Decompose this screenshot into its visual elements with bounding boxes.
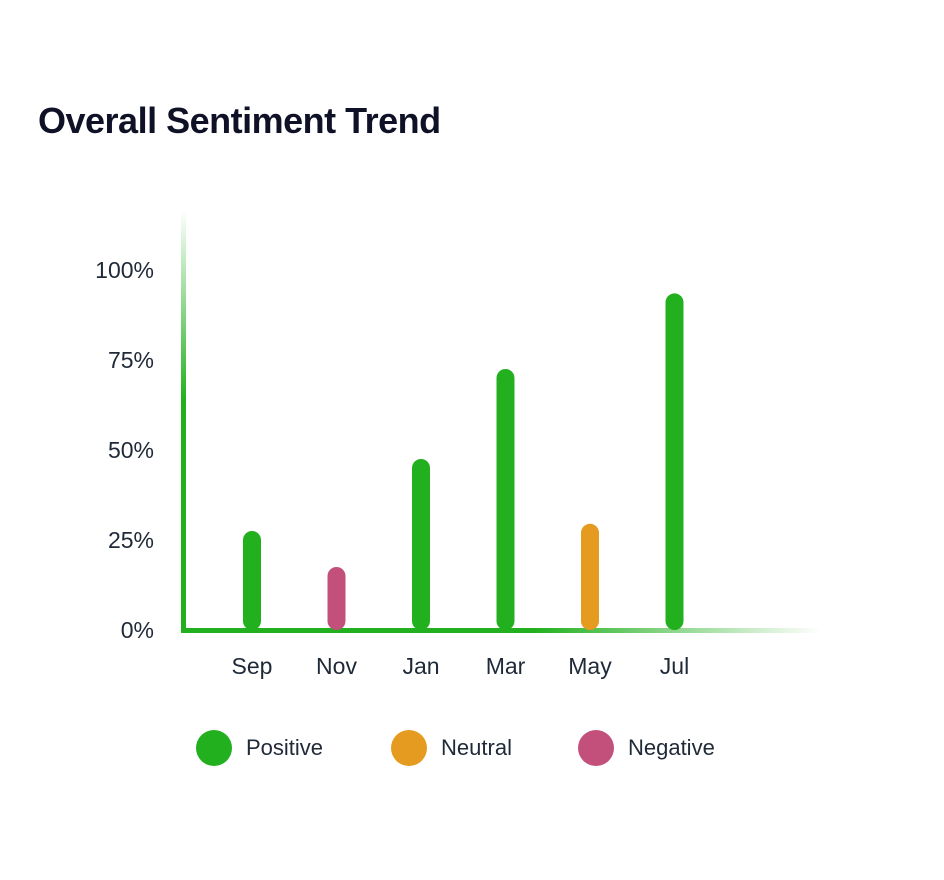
y-axis-ticks: 0% 25% 50% 75% 100% bbox=[95, 257, 154, 643]
legend-item-neutral: Neutral bbox=[391, 730, 512, 766]
y-tick-label: 25% bbox=[108, 527, 154, 553]
y-tick-label: 100% bbox=[95, 257, 154, 283]
legend-label-positive: Positive bbox=[246, 735, 324, 760]
legend-swatch-negative bbox=[577, 730, 614, 766]
bar-jan bbox=[412, 459, 430, 630]
x-tick-label: May bbox=[568, 653, 612, 679]
y-tick-label: 50% bbox=[108, 437, 154, 463]
legend: Positive Neutral Negative bbox=[196, 730, 715, 766]
y-axis-line bbox=[181, 210, 186, 633]
legend-item-negative: Negative bbox=[577, 730, 715, 766]
x-axis-ticks: Sep Nov Jan Mar May Jul bbox=[232, 653, 690, 679]
bar-mar bbox=[496, 369, 515, 630]
legend-label-negative: Negative bbox=[627, 735, 715, 760]
chart-title: Overall Sentiment Trend bbox=[38, 100, 441, 141]
legend-label-neutral: Neutral bbox=[441, 735, 512, 760]
x-tick-label: Sep bbox=[232, 653, 273, 679]
bar-may bbox=[581, 523, 599, 630]
legend-swatch-positive bbox=[196, 730, 232, 766]
legend-item-positive: Positive bbox=[196, 730, 323, 766]
bar-sep bbox=[243, 531, 261, 630]
x-tick-label: Mar bbox=[486, 653, 526, 679]
x-axis-line bbox=[181, 628, 821, 633]
x-tick-label: Jan bbox=[402, 653, 439, 679]
y-tick-label: 0% bbox=[121, 617, 154, 643]
y-tick-label: 75% bbox=[108, 347, 154, 373]
bar-jul bbox=[665, 293, 684, 630]
bar-nov bbox=[327, 567, 346, 630]
x-tick-label: Nov bbox=[316, 653, 357, 679]
x-tick-label: Jul bbox=[660, 653, 689, 679]
bar-series bbox=[243, 293, 684, 630]
legend-swatch-neutral bbox=[391, 730, 428, 766]
